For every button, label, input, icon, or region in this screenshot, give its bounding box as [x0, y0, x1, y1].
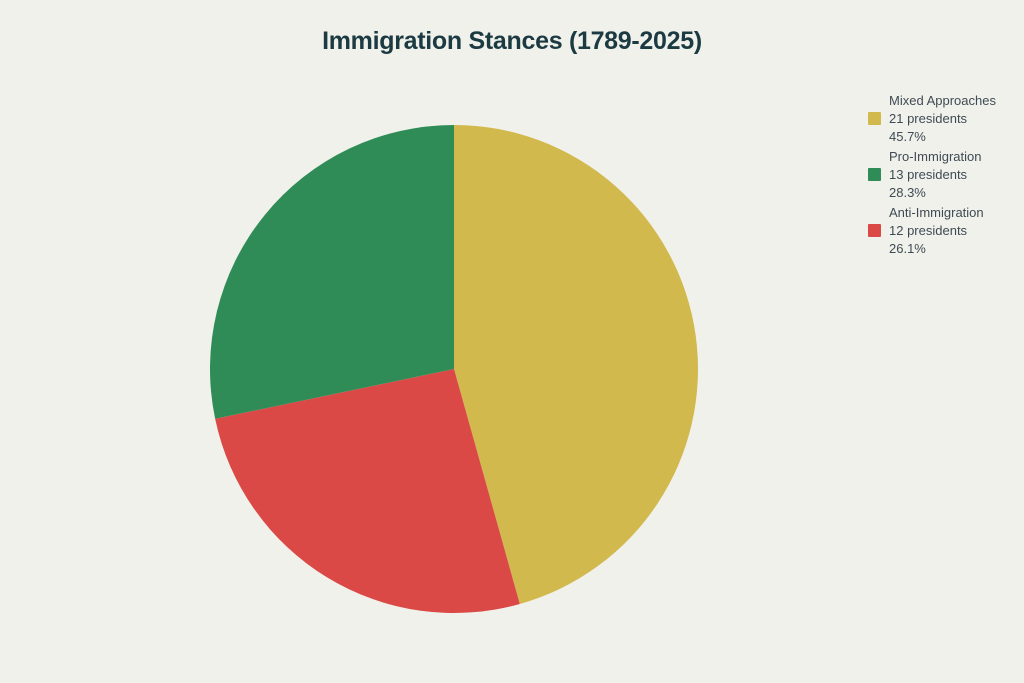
legend-label: Mixed Approaches	[889, 93, 996, 108]
legend: Mixed Approaches 21 presidents 45.7% Pro…	[868, 92, 996, 260]
legend-entry-mixed-approaches: Mixed Approaches 21 presidents 45.7%	[868, 92, 996, 146]
legend-percent: 45.7%	[889, 129, 926, 144]
legend-percent: 26.1%	[889, 241, 926, 256]
chart-title: Immigration Stances (1789-2025)	[322, 27, 702, 55]
legend-swatch-mixed-approaches	[868, 112, 881, 125]
legend-label: Anti-Immigration	[889, 205, 984, 220]
pie-slice-pro-immigration	[210, 125, 454, 419]
pie-slice-anti-immigration	[215, 369, 520, 613]
pie-chart	[210, 125, 698, 613]
legend-swatch-pro-immigration	[868, 168, 881, 181]
legend-percent: 28.3%	[889, 185, 926, 200]
legend-label: Pro-Immigration	[889, 149, 982, 164]
legend-entry-pro-immigration: Pro-Immigration 13 presidents 28.3%	[868, 148, 996, 202]
legend-count: 12 presidents	[889, 223, 968, 238]
legend-swatch-anti-immigration	[868, 224, 881, 237]
legend-count: 21 presidents	[889, 111, 968, 126]
legend-entry-anti-immigration: Anti-Immigration 12 presidents 26.1%	[868, 204, 996, 258]
pie-slice-mixed-approaches	[454, 125, 698, 604]
legend-count: 13 presidents	[889, 167, 968, 182]
